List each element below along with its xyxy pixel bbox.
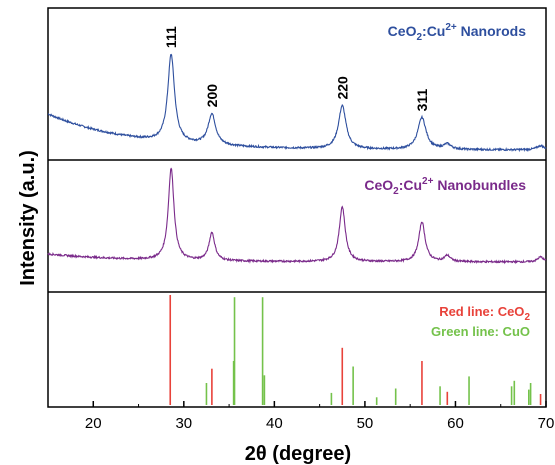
- panel-nanorods: 111 200 220 311 CeO2:Cu2+ Nanorods: [47, 22, 547, 153]
- plot-frame: [47, 7, 547, 408]
- y-axis-label: Intensity (a.u.): [17, 150, 39, 286]
- legend-red-line: Red line: CeO2: [439, 304, 530, 323]
- legend-nanobundles: CeO2:Cu2+ Nanobundles: [364, 176, 526, 197]
- x-tick-label: 20: [85, 415, 102, 432]
- series-line-nanobundles: [47, 167, 547, 265]
- x-tick-label: 30: [175, 415, 192, 432]
- peak-label-111: 111: [163, 26, 179, 48]
- x-axis-label: 2θ (degree): [245, 443, 351, 465]
- x-tick-label: 50: [357, 415, 374, 432]
- peak-label-220: 220: [334, 76, 350, 100]
- x-axis: 20 30 40 50 60 70: [47, 401, 555, 432]
- panel-nanobundles: CeO2:Cu2+ Nanobundles: [47, 167, 547, 265]
- legend-nanorods: CeO2:Cu2+ Nanorods: [388, 22, 527, 43]
- plot-border: [47, 7, 547, 408]
- peak-label-200: 200: [204, 84, 220, 108]
- x-tick-label: 70: [538, 415, 555, 432]
- peak-label-311: 311: [414, 89, 430, 112]
- legend-green-line: Green line: CuO: [431, 324, 530, 339]
- series-line-nanorods: [47, 53, 547, 153]
- x-tick-label: 60: [447, 415, 464, 432]
- x-tick-label: 40: [266, 415, 283, 432]
